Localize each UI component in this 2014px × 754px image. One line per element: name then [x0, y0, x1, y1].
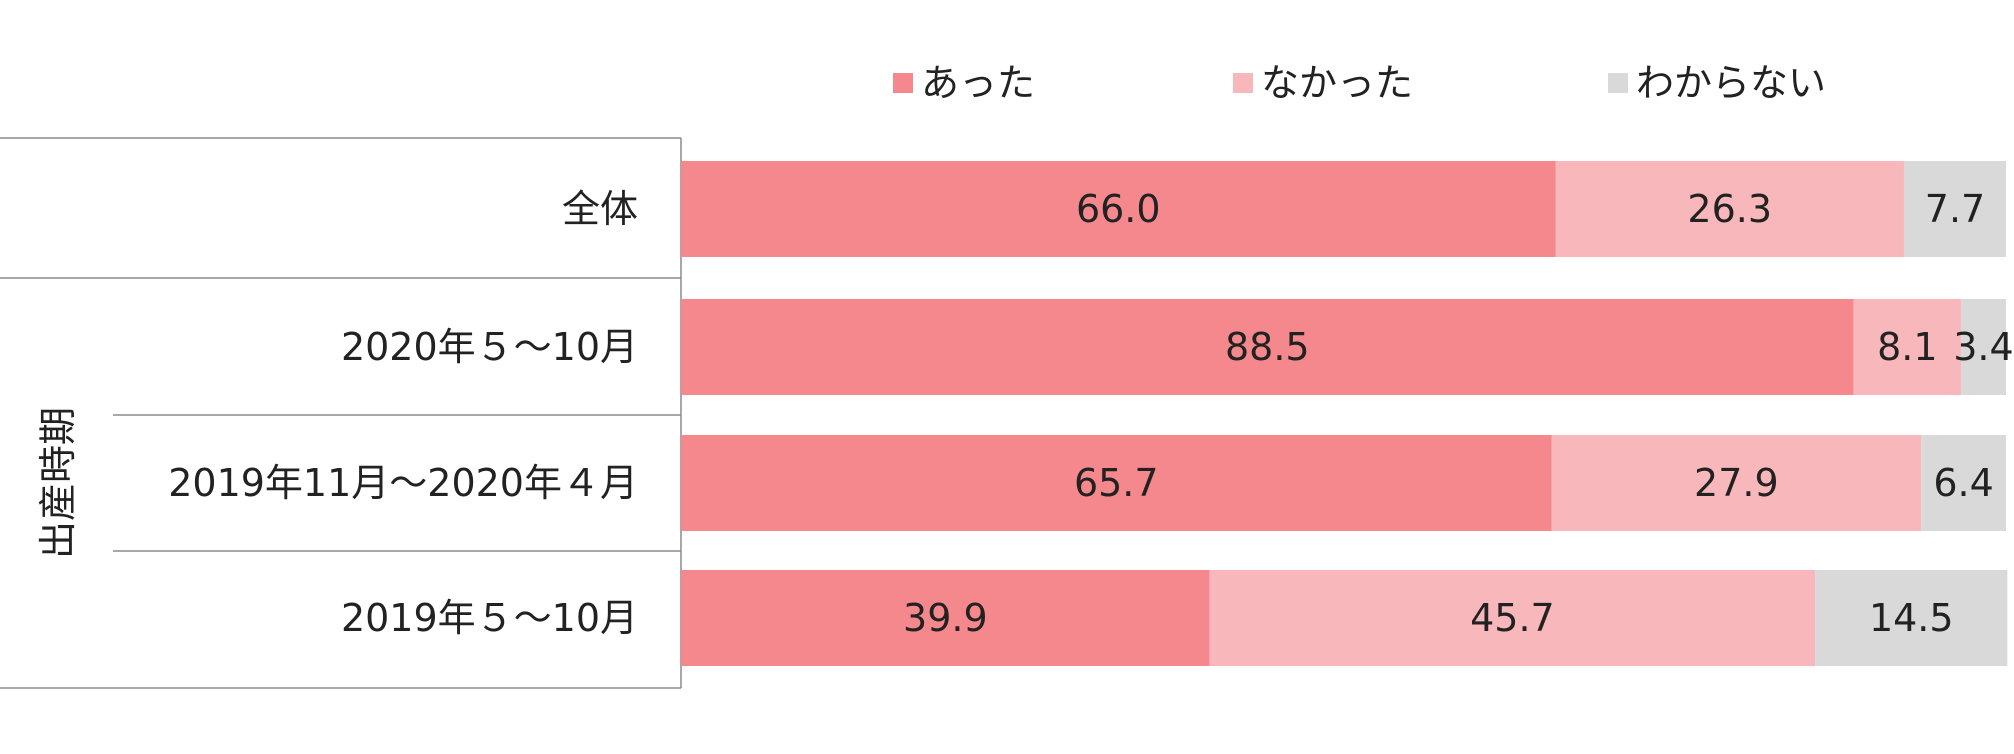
bars	[681, 161, 2008, 666]
bar-1-2	[1555, 161, 1904, 257]
value-label-4-2: 45.7	[1470, 596, 1555, 640]
bar-1-3	[1903, 161, 2006, 257]
bar-4-3	[1815, 570, 2008, 666]
bar-3-2	[1551, 435, 1922, 531]
value-label-1-1: 66.0	[1076, 187, 1161, 231]
value-label-2-3: 3.4	[1953, 325, 2013, 369]
bar-2-3	[1960, 299, 2006, 395]
bar-4-2	[1209, 570, 1816, 666]
group-label: 出産時期	[36, 407, 80, 559]
bar-4-1	[681, 570, 1210, 666]
value-label-3-2: 27.9	[1694, 461, 1779, 505]
legend-label-2: なかった	[1261, 61, 1413, 105]
category-labels: 全体 2020年５～10月 2019年11月～2020年４月 2019年５～10月	[168, 187, 638, 640]
value-labels: 66.0 26.3 7.7 88.5 8.1 3.4 65.7 27.9 6.4 39.9 45.7…	[903, 187, 2014, 640]
value-label-4-1: 39.9	[903, 596, 988, 640]
value-label-4-3: 14.5	[1869, 596, 1954, 640]
value-label-1-3: 7.7	[1925, 187, 1985, 231]
bar-2-2	[1853, 299, 1961, 395]
legend: あった なかった わからない	[893, 61, 1826, 105]
category-label-2: 2020年５～10月	[341, 325, 638, 369]
category-label-3: 2019年11月～2020年４月	[168, 461, 638, 505]
bar-3-3	[1921, 435, 2006, 531]
legend-swatch-2	[1233, 73, 1253, 93]
bar-1-1	[681, 161, 1556, 257]
category-label-4: 2019年５～10月	[341, 596, 638, 640]
value-label-3-1: 65.7	[1074, 461, 1159, 505]
value-label-2-1: 88.5	[1225, 325, 1310, 369]
bar-2-1	[681, 299, 1854, 395]
value-label-1-2: 26.3	[1687, 187, 1772, 231]
legend-label-3: わからない	[1636, 61, 1826, 105]
bar-3-1	[681, 435, 1552, 531]
value-label-2-2: 8.1	[1877, 325, 1937, 369]
category-label-1: 全体	[562, 187, 638, 231]
legend-swatch-1	[893, 73, 913, 93]
legend-label-1: あった	[921, 61, 1035, 105]
value-label-3-3: 6.4	[1933, 461, 1993, 505]
legend-swatch-3	[1608, 73, 1628, 93]
